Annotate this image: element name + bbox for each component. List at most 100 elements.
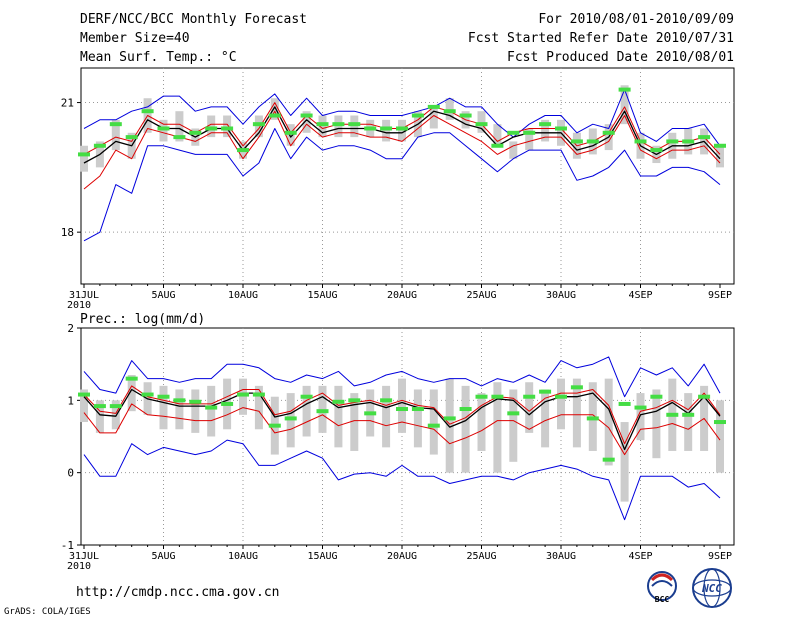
fcst-started-date: Fcst Started Refer Date 2010/07/31 — [468, 31, 734, 46]
box-bar — [207, 385, 216, 437]
y-tick-label: 2 — [67, 322, 74, 335]
mean-dash — [618, 401, 631, 406]
precipitation-panel: 31JUL 5AUG 10AUG 15AUG 20AUG 25AUG 30AUG 4SEP 9S… — [61, 322, 735, 572]
box-bar — [270, 98, 279, 120]
box-bar — [572, 378, 581, 448]
ncc-logo-text: NCC — [701, 582, 722, 595]
figure-title: DERF/NCC/BCC Monthly Forecast — [80, 12, 307, 27]
red-lower-line — [83, 403, 721, 456]
x-tick-label: 9SEP — [708, 290, 732, 301]
box-bar — [350, 115, 359, 138]
x-year-label: 2010 — [67, 561, 91, 572]
box-bar — [493, 382, 502, 473]
mean-dash — [109, 122, 122, 127]
box-bar — [223, 115, 232, 138]
mean-dash — [523, 394, 536, 399]
x-tick-label: 30AUG — [546, 290, 576, 301]
box-bar — [398, 119, 406, 142]
mean-dash — [443, 109, 456, 114]
x-tick-label: 31JUL — [69, 551, 99, 562]
box-bar — [541, 389, 550, 448]
ensemble-lower-line — [83, 439, 721, 521]
member-size: Member Size=40 — [80, 31, 190, 46]
box-bar — [111, 119, 120, 151]
mean-dash — [189, 130, 202, 135]
mean-dash — [332, 399, 345, 404]
x-tick-label: 31JUL — [69, 290, 99, 301]
precip-title: Prec.: log(mm/d) — [80, 312, 205, 327]
mean-dash — [618, 87, 631, 92]
y-tick-label: 18 — [61, 226, 74, 239]
box-bar — [286, 124, 295, 146]
mean-dash — [602, 130, 615, 135]
mean-dash — [300, 113, 313, 118]
box-bar — [429, 389, 438, 455]
mean-dash — [205, 126, 218, 131]
ensemble-lower-line — [83, 128, 721, 242]
bcc-logo-text: BCC — [655, 595, 670, 604]
plot-frame — [80, 67, 735, 285]
mean-dash — [634, 139, 647, 144]
box-bar — [557, 378, 565, 430]
mean-dash — [555, 394, 567, 399]
box-bar — [80, 389, 88, 423]
mean-dash — [475, 394, 488, 399]
box-bar — [175, 389, 184, 430]
mean-dash — [586, 416, 599, 421]
mean-dash — [332, 122, 345, 127]
mean-dash — [78, 152, 90, 157]
mean-dash — [173, 135, 186, 140]
mean-dash — [141, 109, 154, 114]
x-tick-label: 5AUG — [151, 551, 175, 562]
box-bar — [716, 145, 724, 168]
mean-dash — [348, 122, 361, 127]
box-bar — [716, 400, 724, 473]
x-year-label: 2010 — [67, 300, 91, 311]
mean-dash — [268, 113, 281, 118]
mean-dash — [666, 139, 679, 144]
mean-dash — [411, 407, 424, 412]
mean-dash — [570, 139, 583, 144]
x-tick-label: 9SEP — [708, 551, 732, 562]
footer-url[interactable]: http://cmdp.ncc.cma.gov.cn — [76, 585, 280, 600]
mean-dash — [189, 399, 202, 404]
x-tick-label: 15AUG — [307, 551, 337, 562]
box-bar — [159, 119, 168, 142]
x-tick-label: 25AUG — [466, 290, 496, 301]
box-bar — [302, 111, 311, 133]
mean-dash — [427, 104, 440, 109]
mean-dash — [443, 416, 456, 421]
box-bar — [350, 393, 359, 451]
box-bar — [254, 115, 263, 138]
mean-dash — [491, 394, 504, 399]
mean-dash — [78, 392, 90, 397]
box-bar — [445, 378, 454, 473]
mean-dash — [252, 392, 265, 397]
x-tick-label: 5AUG — [151, 290, 175, 301]
box-bar — [334, 115, 343, 138]
black-mid-line — [83, 388, 721, 451]
box-bar — [318, 115, 327, 138]
box-bar — [239, 378, 247, 415]
box-bar — [382, 385, 391, 448]
mean-dash — [714, 420, 726, 425]
bcc-logo: BCC — [647, 571, 677, 604]
box-bar — [541, 119, 550, 142]
mean-dash — [650, 148, 663, 153]
ensemble-upper-line — [83, 89, 721, 147]
box-bar — [620, 85, 629, 125]
box-bar — [111, 400, 120, 430]
box-bar — [175, 111, 184, 142]
box-bar — [652, 389, 661, 459]
mean-dash — [380, 398, 393, 403]
y-tick-label: -1 — [61, 539, 74, 552]
mean-dash — [284, 416, 297, 421]
mean-dash — [698, 394, 711, 399]
mean-dash — [523, 130, 536, 135]
mean-dash — [491, 143, 504, 148]
grads-credit: GrADS: COLA/IGES — [4, 607, 91, 617]
y-tick-label: 21 — [61, 97, 74, 110]
x-tick-label: 10AUG — [228, 290, 258, 301]
mean-dash — [268, 423, 281, 428]
